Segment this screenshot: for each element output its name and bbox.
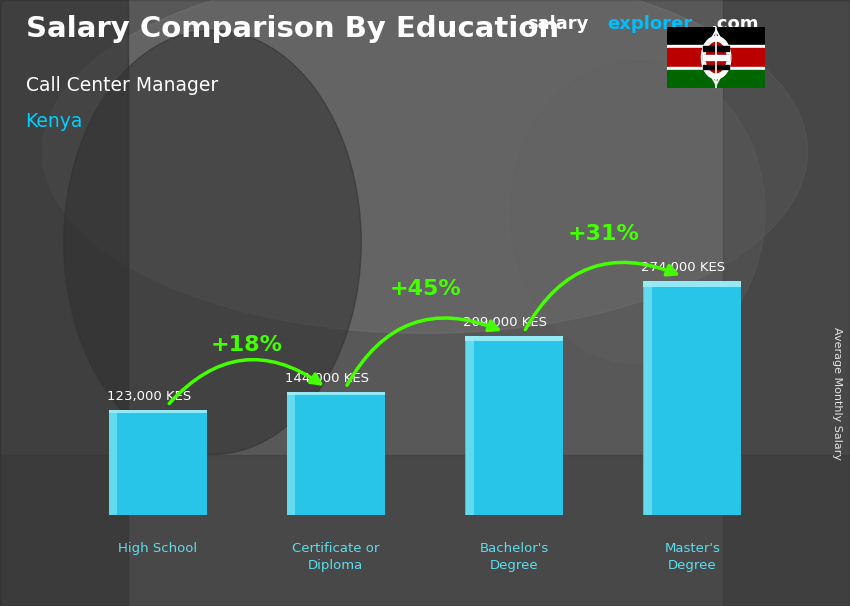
Ellipse shape — [510, 61, 765, 364]
Bar — [703, 47, 729, 51]
Ellipse shape — [706, 42, 726, 73]
Bar — [643, 281, 652, 515]
Bar — [465, 336, 564, 515]
Text: 123,000 KES: 123,000 KES — [106, 390, 190, 403]
Bar — [703, 56, 729, 60]
Text: +31%: +31% — [567, 224, 639, 244]
Text: +45%: +45% — [389, 279, 461, 299]
Bar — [643, 281, 741, 515]
Ellipse shape — [42, 0, 807, 333]
Text: salary: salary — [527, 15, 588, 33]
Ellipse shape — [64, 30, 361, 454]
Bar — [667, 27, 765, 45]
Bar — [109, 410, 207, 413]
Text: High School: High School — [118, 542, 197, 556]
Text: Kenya: Kenya — [26, 112, 82, 131]
Bar — [109, 410, 117, 515]
Text: 274,000 KES: 274,000 KES — [642, 261, 726, 274]
Text: Salary Comparison By Education: Salary Comparison By Education — [26, 15, 558, 43]
Text: explorer: explorer — [608, 15, 693, 33]
Bar — [722, 0, 850, 606]
Text: 209,000 KES: 209,000 KES — [463, 316, 547, 330]
Text: .com: .com — [710, 15, 758, 33]
Text: Average Monthly Salary: Average Monthly Salary — [832, 327, 842, 461]
Bar — [466, 336, 473, 515]
Bar — [0, 454, 850, 606]
Bar — [667, 67, 765, 70]
Bar — [286, 392, 385, 515]
Text: Certificate or
Diploma: Certificate or Diploma — [292, 542, 380, 573]
Bar — [0, 0, 128, 606]
Bar — [667, 70, 765, 88]
Bar — [109, 410, 207, 515]
Bar — [643, 281, 741, 287]
Bar — [667, 45, 765, 48]
Text: Call Center Manager: Call Center Manager — [26, 76, 218, 95]
Bar — [286, 392, 385, 395]
Text: Bachelor's
Degree: Bachelor's Degree — [479, 542, 549, 573]
Text: +18%: +18% — [211, 335, 283, 355]
Text: 144,000 KES: 144,000 KES — [285, 372, 369, 385]
Bar — [703, 64, 729, 68]
Bar — [703, 56, 729, 60]
Bar — [667, 48, 765, 67]
Ellipse shape — [701, 36, 731, 79]
Bar — [287, 392, 295, 515]
Bar — [465, 336, 564, 341]
Text: Master's
Degree: Master's Degree — [665, 542, 721, 573]
